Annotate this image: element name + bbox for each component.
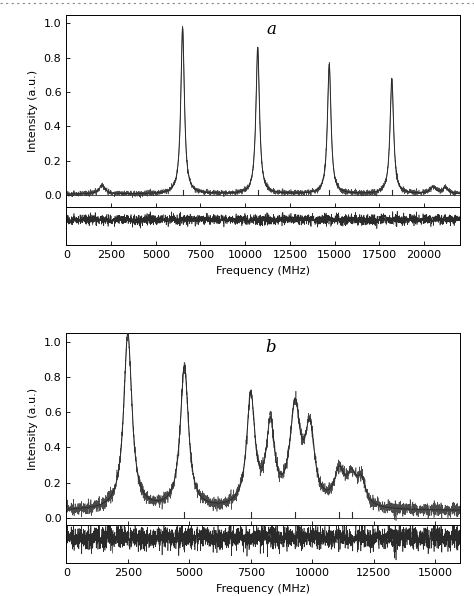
X-axis label: Frequency (MHz): Frequency (MHz): [216, 266, 310, 276]
Text: b: b: [265, 339, 276, 356]
Text: a: a: [266, 21, 276, 38]
Y-axis label: Intensity (a.u.): Intensity (a.u.): [28, 70, 38, 152]
X-axis label: Frequency (MHz): Frequency (MHz): [216, 583, 310, 594]
Y-axis label: Intensity (a.u.): Intensity (a.u.): [28, 388, 38, 470]
